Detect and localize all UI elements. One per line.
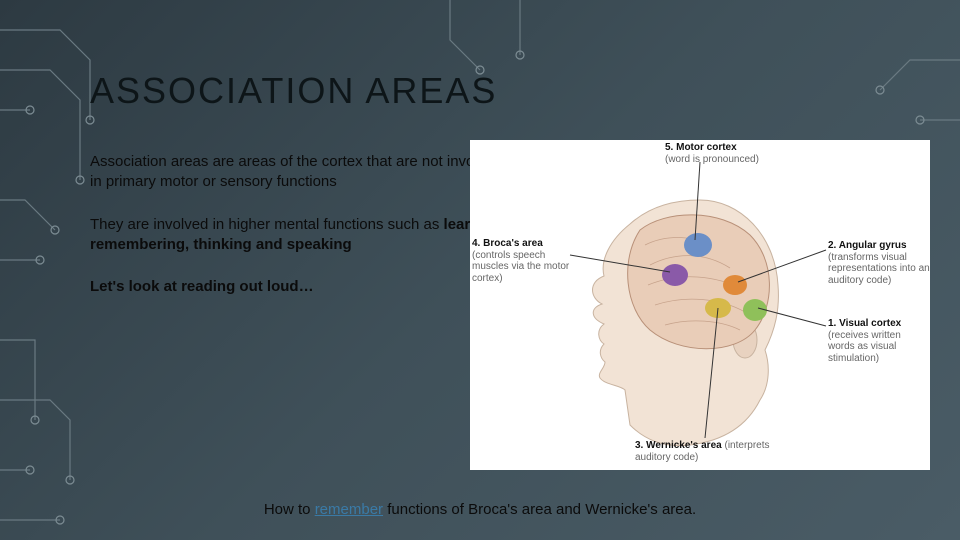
label-1-visual: 1. Visual cortex (receives written words… bbox=[828, 318, 930, 364]
label-5-motor: 5. Motor cortex (word is pronounced) bbox=[665, 142, 825, 165]
label-4-broca: 4. Broca's area (controls speech muscles… bbox=[472, 238, 572, 284]
label-2-title: 2. Angular gyrus bbox=[828, 240, 907, 251]
label-4-sub: (controls speech muscles via the motor c… bbox=[472, 250, 569, 284]
slide-title: ASSOCIATION AREAS bbox=[90, 70, 910, 112]
p1-plain: Association areas are areas of the corte… bbox=[90, 153, 502, 190]
paragraph-3: Let's look at reading out loud… bbox=[90, 277, 510, 297]
footer-note: How to remember functions of Broca's are… bbox=[0, 501, 960, 518]
label-2-sub: (transforms visual representations into … bbox=[828, 252, 930, 286]
paragraph-2: They are involved in higher mental funct… bbox=[90, 215, 510, 256]
footer-after: functions of Broca's area and Wernicke's… bbox=[383, 501, 696, 518]
label-4-title: 4. Broca's area bbox=[472, 238, 543, 249]
label-1-title: 1. Visual cortex bbox=[828, 318, 901, 329]
label-1-sub: (receives written words as visual stimul… bbox=[828, 330, 901, 364]
remember-link[interactable]: remember bbox=[315, 501, 383, 518]
p3-bold: Let's look at reading out loud… bbox=[90, 278, 314, 295]
label-5-sub: (word is pronounced) bbox=[665, 154, 759, 165]
slide-body: Association areas are areas of the corte… bbox=[90, 152, 510, 297]
label-3-title: 3. Wernicke's area bbox=[635, 440, 722, 451]
paragraph-1: Association areas are areas of the corte… bbox=[90, 152, 510, 193]
footer-before: How to bbox=[264, 501, 315, 518]
p2-plain: They are involved in higher mental funct… bbox=[90, 216, 444, 233]
label-5-title: 5. Motor cortex bbox=[665, 142, 737, 153]
label-3-wernicke: 3. Wernicke's area (interprets auditory … bbox=[635, 440, 795, 463]
brain-diagram: 5. Motor cortex (word is pronounced) 2. … bbox=[470, 140, 930, 470]
diagram-pointers bbox=[470, 140, 930, 470]
label-2-angular: 2. Angular gyrus (transforms visual repr… bbox=[828, 240, 930, 286]
